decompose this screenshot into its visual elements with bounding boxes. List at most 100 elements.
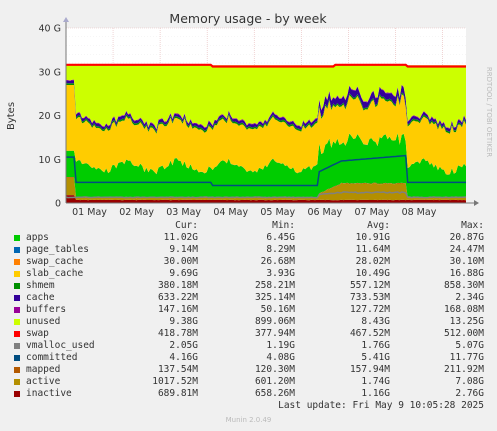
- legend-swatch: [14, 379, 20, 385]
- legend-avg: 1.76G: [361, 340, 390, 351]
- legend-avg: 127.72M: [349, 304, 390, 315]
- legend-cur: 689.81M: [157, 388, 198, 399]
- legend-avg: 28.02M: [355, 256, 390, 267]
- y-axis-arrow: [63, 17, 69, 22]
- y-tick-label: 20 G: [39, 111, 61, 122]
- area-unused: [66, 65, 466, 129]
- legend-row-buffers: buffers 147.16M 50.16M 127.72M 168.08M: [0, 304, 497, 316]
- legend-swatch: [14, 343, 20, 349]
- x-tick-label: 07 May: [355, 207, 390, 218]
- legend-avg: 11.64M: [355, 244, 390, 255]
- legend-cur: 137.54M: [157, 364, 198, 375]
- legend-swatch: [14, 259, 20, 265]
- line-vmalloc_used: [65, 191, 467, 199]
- legend-avg: 5.41G: [361, 352, 390, 363]
- header-max: Max:: [461, 220, 484, 231]
- legend-min: 6.45G: [266, 232, 295, 243]
- legend-min: 899.06M: [254, 316, 295, 327]
- legend-swatch: [14, 235, 20, 241]
- legend-min: 258.21M: [254, 280, 295, 291]
- legend-row-apps: apps 11.02G 6.45G 10.91G 20.87G: [0, 232, 497, 244]
- legend-cur: 1017.52M: [152, 376, 198, 387]
- legend-label: slab_cache: [26, 268, 84, 279]
- area-cache: [66, 80, 466, 132]
- legend-row-unused: unused 9.38G 899.06M 8.43G 13.25G: [0, 316, 497, 328]
- line-committed: [66, 154, 466, 187]
- legend-cur: 11.02G: [163, 232, 198, 243]
- legend-max: 168.08M: [443, 304, 484, 315]
- x-tick-label: 06 May: [307, 207, 342, 218]
- chart-area: Memory usage - by week Bytes RRDTOOL / T…: [6, 11, 493, 218]
- legend-swatch: [14, 331, 20, 337]
- legend-min: 658.26M: [254, 388, 295, 399]
- legend-cur: 633.22M: [157, 292, 198, 303]
- legend-avg: 467.52M: [349, 328, 390, 339]
- area-slab_cache: [66, 85, 466, 175]
- legend-max: 512.00M: [443, 328, 484, 339]
- legend-label: buffers: [26, 304, 67, 315]
- legend-swatch: [14, 295, 20, 301]
- legend-row-vmalloc_used: vmalloc_used 2.05G 1.19G 1.76G 5.07G: [0, 340, 497, 352]
- legend-max: 16.88G: [449, 268, 484, 279]
- y-tick-label: 40 G: [39, 24, 61, 35]
- legend-row-swap_cache: swap_cache 30.00M 26.68M 28.02M 30.10M: [0, 256, 497, 268]
- legend-max: 2.34G: [455, 292, 484, 303]
- legend-swatch: [14, 319, 20, 325]
- legend-label: swap_cache: [26, 256, 84, 267]
- legend-min: 601.20M: [254, 376, 295, 387]
- legend-max: 858.30M: [443, 280, 484, 291]
- y-tick-label: 0: [55, 199, 61, 210]
- legend-min: 120.30M: [254, 364, 295, 375]
- legend-swatch: [14, 307, 20, 313]
- legend-min: 325.14M: [254, 292, 295, 303]
- legend-max: 13.25G: [449, 316, 484, 327]
- legend-max: 7.08G: [455, 376, 484, 387]
- legend-row-page_tables: page_tables 9.14M 8.29M 11.64M 24.47M: [0, 244, 497, 256]
- x-tick-label: 03 May: [166, 207, 201, 218]
- legend-avg: 1.74G: [361, 376, 390, 387]
- legend-max: 211.92M: [443, 364, 484, 375]
- y-tick-label: 10 G: [39, 155, 61, 166]
- legend-avg: 557.12M: [349, 280, 390, 291]
- legend-label: inactive: [26, 388, 72, 399]
- legend-cur: 30.00M: [163, 256, 198, 267]
- legend-label: mapped: [26, 364, 61, 375]
- legend-min: 26.68M: [260, 256, 295, 267]
- legend-avg: 733.53M: [349, 292, 390, 303]
- legend-rows: apps 11.02G 6.45G 10.91G 20.87G page_tables 9.…: [0, 232, 497, 400]
- legend: Cur: Min: Avg: Max: apps 11.02G 6.45G 10.91…: [0, 220, 497, 400]
- y-tick-label: 30 G: [39, 67, 61, 78]
- line-series: [65, 63, 467, 199]
- legend-min: 50.16M: [260, 304, 295, 315]
- legend-min: 4.08G: [266, 352, 295, 363]
- y-axis-label: Bytes: [6, 102, 17, 130]
- header-min: Min:: [272, 220, 295, 231]
- legend-cur: 9.69G: [169, 268, 198, 279]
- legend-row-swap: swap 418.78M 377.94M 467.52M 512.00M: [0, 328, 497, 340]
- axes: 0 10 G 20 G 30 G 40 G 01 May 02 May 03 May 04 Ma…: [39, 17, 479, 218]
- legend-max: 20.87G: [449, 232, 484, 243]
- legend-label: vmalloc_used: [26, 340, 95, 351]
- legend-min: 1.19G: [266, 340, 295, 351]
- legend-avg: 1.16G: [361, 388, 390, 399]
- legend-label: active: [26, 376, 61, 387]
- legend-label: apps: [26, 232, 49, 243]
- legend-label: committed: [26, 352, 78, 363]
- legend-row-inactive: inactive 689.81M 658.26M 1.16G 2.76G: [0, 388, 497, 400]
- legend-avg: 8.43G: [361, 316, 390, 327]
- legend-label: cache: [26, 292, 55, 303]
- legend-swatch: [14, 367, 20, 373]
- legend-min: 377.94M: [254, 328, 295, 339]
- legend-cur: 147.16M: [157, 304, 198, 315]
- legend-row-shmem: shmem 380.18M 258.21M 557.12M 858.30M: [0, 280, 497, 292]
- legend-max: 30.10M: [449, 256, 484, 267]
- legend-max: 2.76G: [455, 388, 484, 399]
- legend-row-cache: cache 633.22M 325.14M 733.53M 2.34G: [0, 292, 497, 304]
- legend-label: page_tables: [26, 244, 89, 255]
- area-active: [66, 177, 466, 201]
- area-inactive: [66, 195, 466, 203]
- legend-cur: 2.05G: [169, 340, 198, 351]
- x-axis-arrow: [474, 200, 479, 206]
- legend-row-committed: committed 4.16G 4.08G 5.41G 11.77G: [0, 352, 497, 364]
- legend-label: unused: [26, 316, 61, 327]
